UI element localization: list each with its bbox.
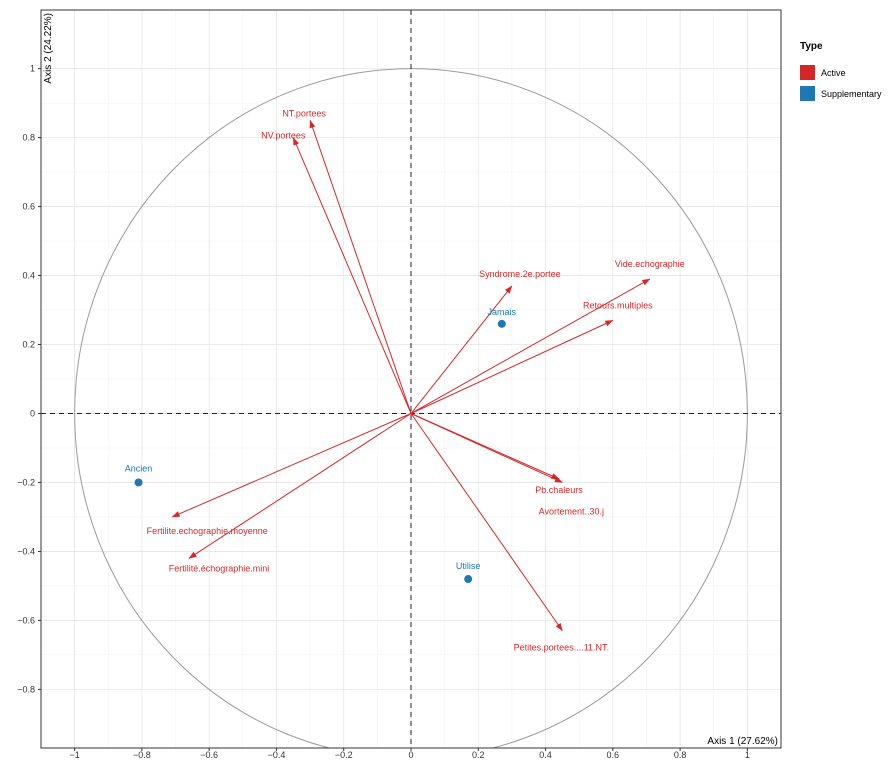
legend-key-active: [800, 65, 815, 80]
x-tick-label: 0.2: [472, 750, 485, 760]
x-tick-label: 1: [745, 750, 750, 760]
x-tick-label: −0.2: [335, 750, 353, 760]
active-arrows: [171, 119, 651, 632]
arrow-syndrome-2e-portee: [410, 285, 513, 414]
label-syndrome-2e-portee: Syndrome.2e.portee: [479, 269, 561, 279]
arrow-petites-portees-11-nt: [410, 413, 563, 632]
label-avortement-30-j: Avortement..30.j: [539, 506, 604, 516]
x-tick-label: 0.4: [539, 750, 552, 760]
x-tick-label: −0.6: [200, 750, 218, 760]
label-fertilit-chographie-mini: Fertilité.échographie.mini: [169, 563, 270, 573]
arrow-fertilite-echographie-moyenne: [171, 413, 412, 518]
label-petites-portees-11-nt: Petites.portees....11.NT.: [514, 643, 609, 653]
point-ancien: [134, 478, 143, 487]
label-nv-portees: NV.portees: [261, 131, 306, 141]
y-tick-label: 1: [30, 64, 35, 74]
arrow-fertilit-chographie-mini: [188, 413, 412, 559]
legend-label-supplementary: Supplementary: [821, 88, 882, 99]
y-tick-label: −0.2: [17, 477, 35, 487]
arrow-nt-portees: [309, 119, 412, 414]
y-tick-label: 0.2: [22, 340, 35, 350]
legend-item-supplementary: Supplementary: [800, 83, 892, 104]
label-utilise: Utilise: [456, 561, 481, 571]
x-tick-label: −1: [70, 750, 80, 760]
arrow-nv-portees: [292, 137, 412, 414]
y-tick-label: −0.8: [17, 684, 35, 694]
legend-item-active: Active: [800, 62, 892, 83]
label-jamais: Jamais: [488, 307, 517, 317]
arrow-retours-multiples: [410, 319, 614, 414]
label-fertilite-echographie-moyenne: Fertilite.echographie.moyenne: [147, 526, 268, 536]
gridlines: [41, 10, 781, 748]
y-axis-label: Axis 2 (24.22%): [43, 13, 54, 84]
y-tick-label: −0.6: [17, 615, 35, 625]
legend: Type Active Supplementary: [800, 41, 892, 104]
legend-label-active: Active: [821, 67, 846, 78]
x-tick-label: 0: [408, 750, 413, 760]
point-jamais: [497, 319, 506, 328]
y-tick-label: 0: [30, 408, 35, 418]
arrow-avortement-30-j: [410, 413, 563, 483]
point-labels: NT.portees NV.portees Syndrome.2e.portee Vi…: [125, 108, 685, 652]
x-tick-label: 0.6: [607, 750, 620, 760]
x-tick-label: −0.8: [133, 750, 151, 760]
x-tick-label: −0.4: [268, 750, 286, 760]
x-axis-label: Axis 1 (27.62%): [707, 736, 778, 747]
label-pb-chaleurs: Pb.chaleurs: [535, 485, 583, 495]
label-retours-multiples: Retours.multiples: [583, 300, 653, 310]
legend-title: Type: [800, 41, 823, 52]
axis-ticks: −1 −0.8 −0.6 −0.4 −0.2 0 0.2 0.4 0.6 0.8 1 −0.8 −0.6…: [17, 64, 750, 760]
x-tick-label: 0.8: [674, 750, 687, 760]
label-ancien: Ancien: [125, 463, 153, 473]
legend-key-supplementary: [800, 86, 815, 101]
supplementary-points: [134, 319, 506, 584]
y-tick-label: 0.4: [22, 271, 35, 281]
y-tick-label: 0.6: [22, 202, 35, 212]
label-vide-echographie: Vide.echographie: [615, 259, 685, 269]
arrow-vide-echographie: [410, 278, 651, 414]
y-tick-label: 0.8: [22, 133, 35, 143]
label-nt-portees: NT.portees: [282, 108, 326, 118]
y-tick-label: −0.4: [17, 546, 35, 556]
point-utilise: [464, 575, 473, 584]
